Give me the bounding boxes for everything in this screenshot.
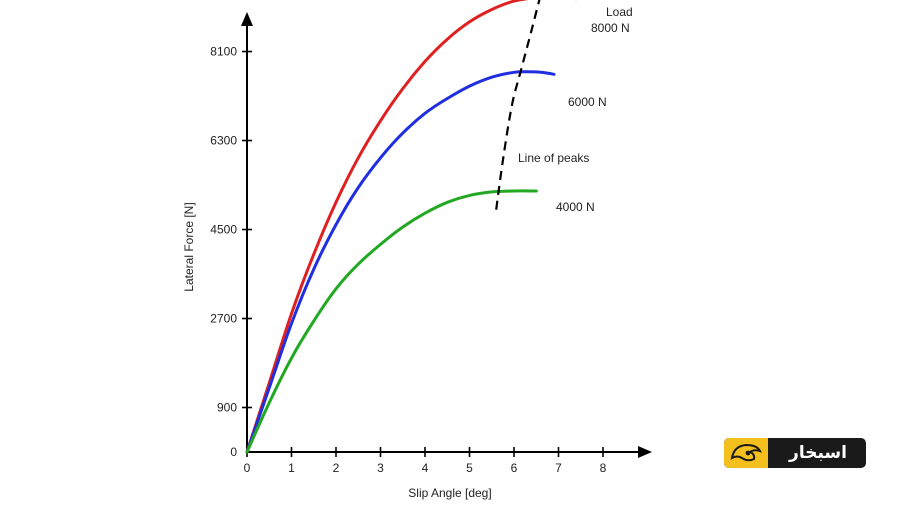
x-tick-label: 0 (244, 461, 251, 475)
x-axis-title: Slip Angle [deg] (408, 486, 491, 500)
series-group (245, 0, 577, 454)
axes (241, 12, 652, 458)
x-tick-label: 6 (511, 461, 518, 475)
asbekhar-logo: اسبخار (724, 438, 866, 468)
series-label-4000n: 4000 N (556, 200, 595, 214)
logo-horse-icon (724, 438, 768, 468)
y-tick-label: 2700 (210, 312, 237, 326)
series-label-8000n: 8000 N (591, 21, 630, 35)
series-label-6000n: 6000 N (568, 95, 607, 109)
y-tick-label: 6300 (210, 134, 237, 148)
line-of-peaks-label: Line of peaks (518, 151, 589, 165)
x-tick-label: 4 (422, 461, 429, 475)
y-tick-label: 4500 (210, 223, 237, 237)
series-line-4000n (245, 189, 538, 454)
y-axis-title: Lateral Force [N] (182, 202, 196, 291)
x-tick-label: 8 (600, 461, 607, 475)
legend-title-load: Load (606, 5, 633, 19)
x-tick-label: 5 (466, 461, 473, 475)
logo-text: اسبخار (789, 443, 847, 463)
x-axis-arrow (638, 446, 652, 458)
x-tick-label: 2 (333, 461, 340, 475)
y-axis-arrow (241, 12, 253, 26)
x-tick-label: 3 (377, 461, 384, 475)
y-tick-label: 900 (217, 401, 237, 415)
ticks: 0 1 2 3 4 5 6 7 8 0 900 2700 4500 6300 8100 (210, 45, 606, 475)
x-tick-label: 7 (555, 461, 562, 475)
line-of-peaks (495, 0, 541, 210)
x-tick-label: 1 (288, 461, 295, 475)
y-tick-label: 8100 (210, 45, 237, 59)
y-tick-label: 0 (230, 445, 237, 459)
series-line-8000n (245, 0, 577, 454)
